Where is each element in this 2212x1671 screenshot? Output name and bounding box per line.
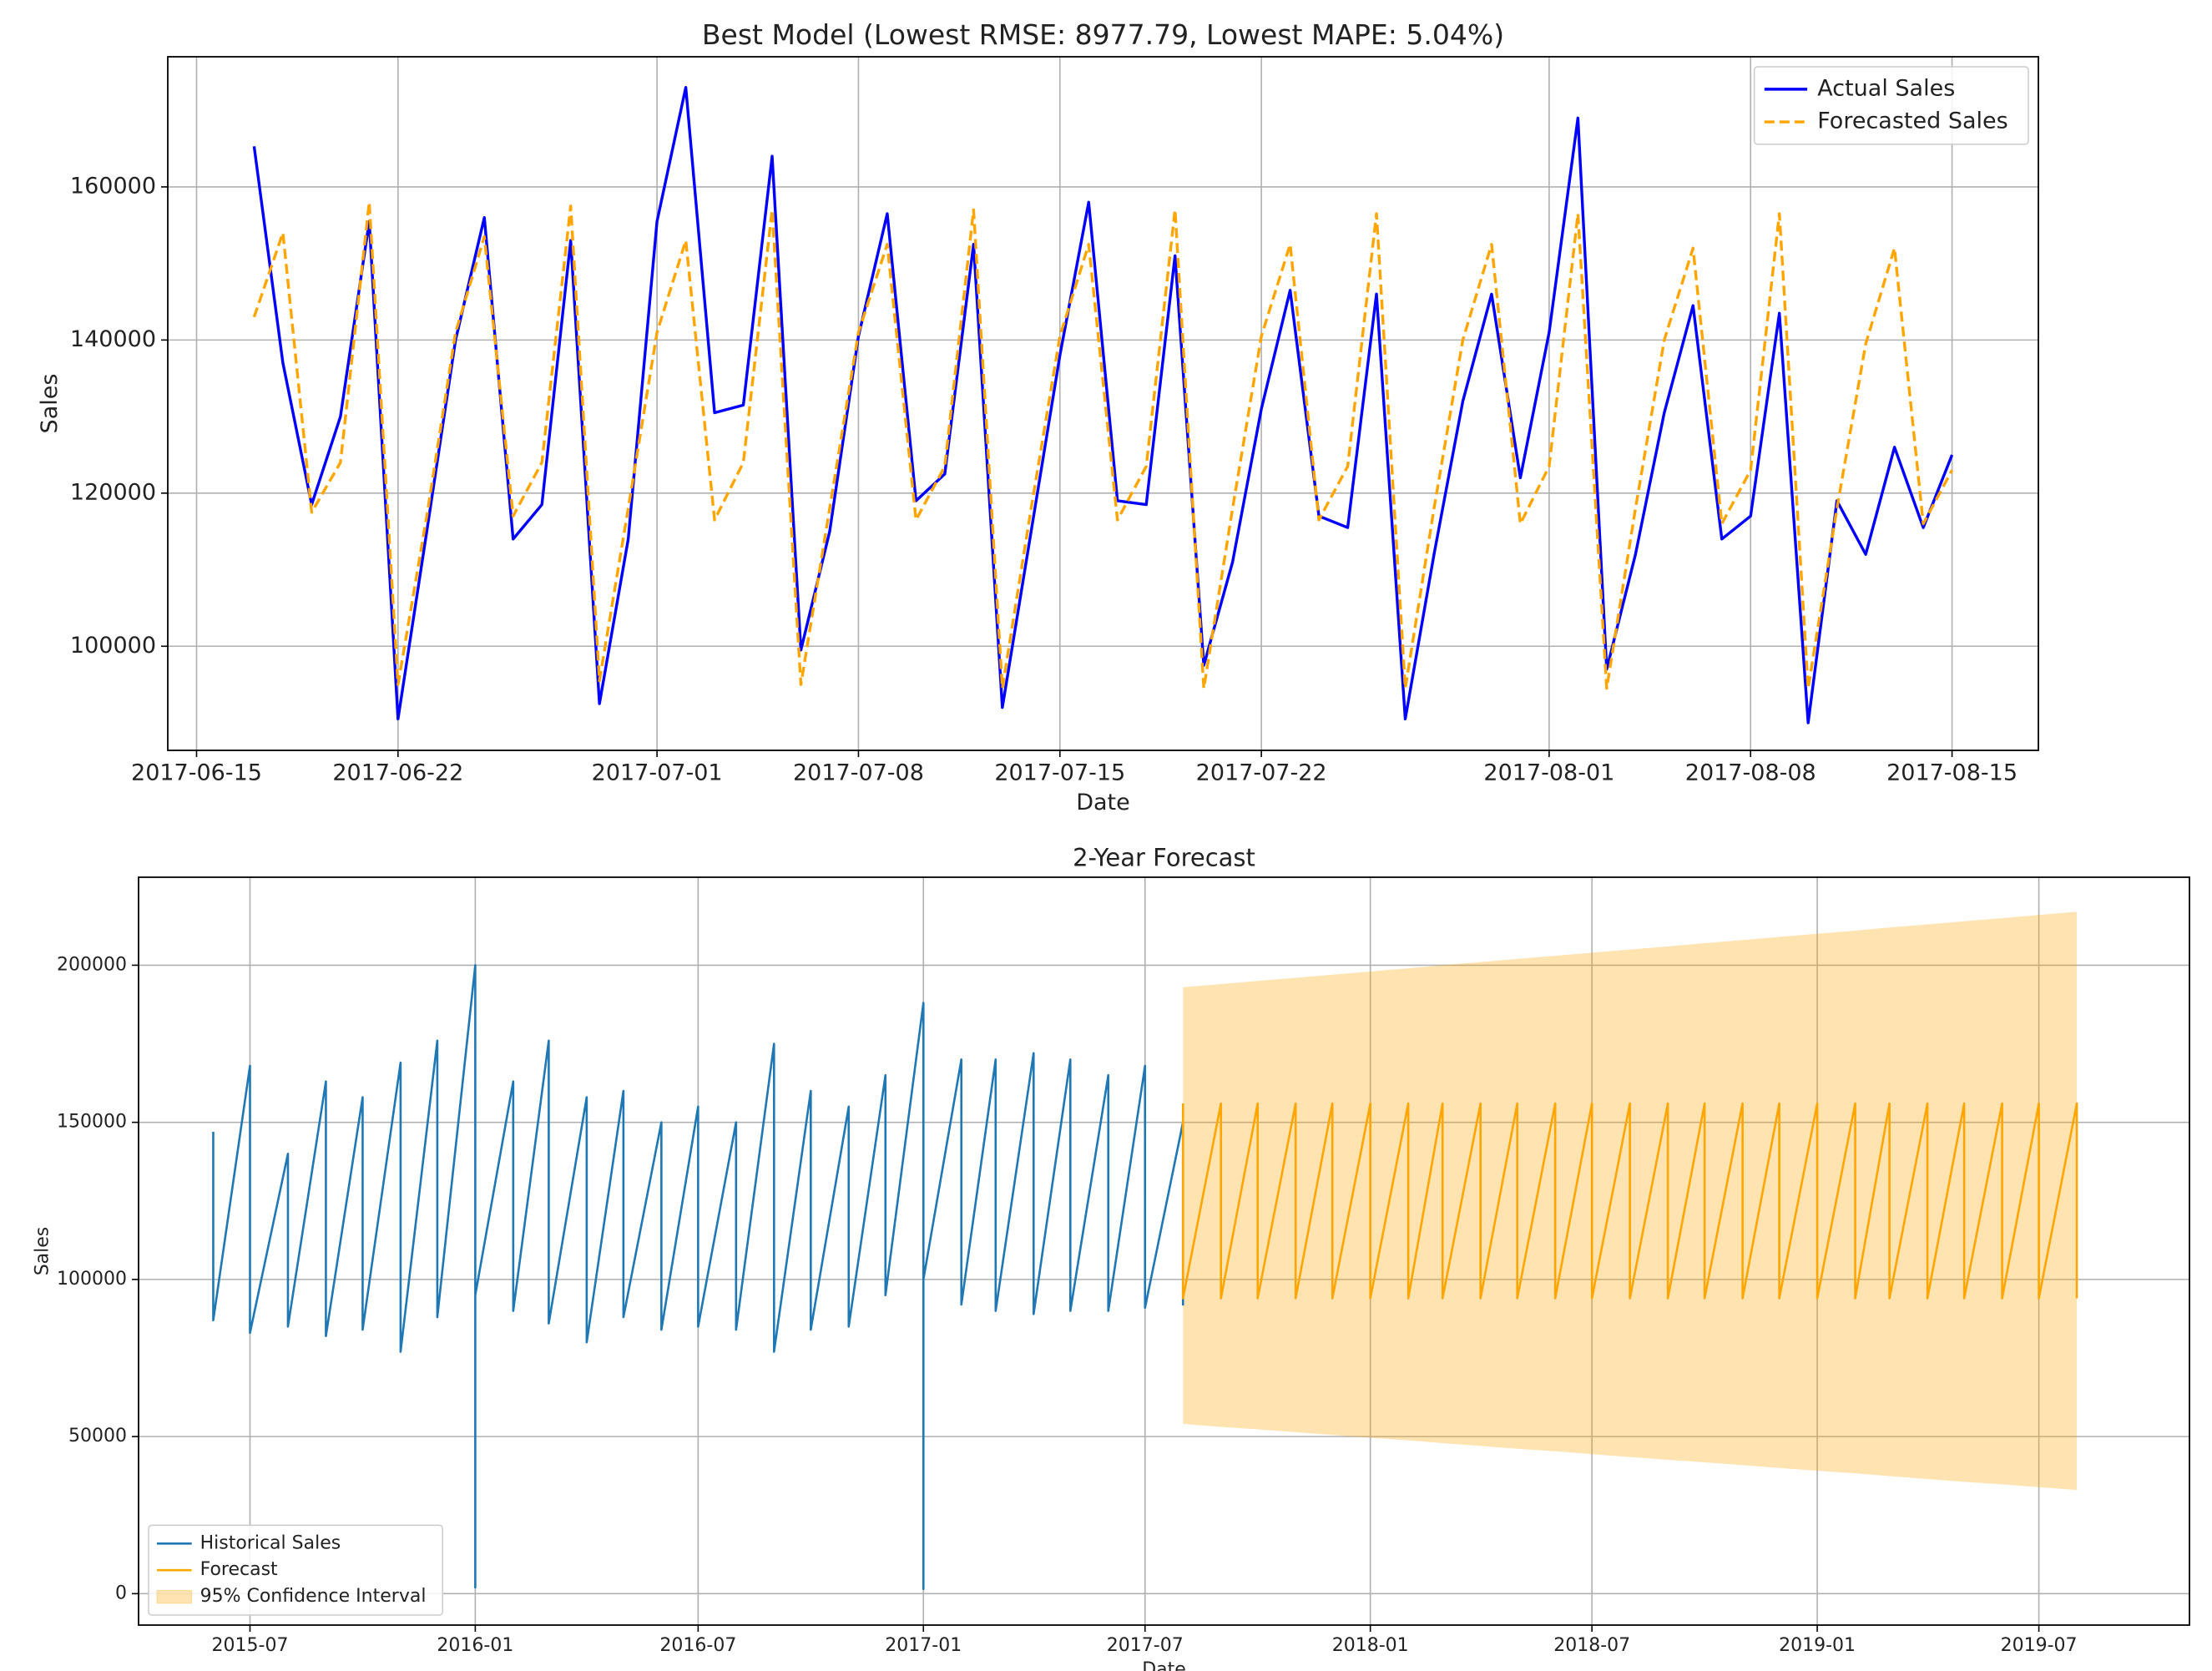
plot-area [252, 85, 1954, 724]
series-line [252, 85, 1954, 724]
legend-label: Forecast [200, 1559, 278, 1580]
legend-box [1753, 66, 2029, 145]
x-tick-label: 2017-08-01 [1483, 760, 1614, 786]
x-tick-label: 2017-08-15 [1886, 760, 2018, 786]
x-tick-label: 2015-07 [212, 1635, 289, 1656]
x-axis-label: Date [1142, 1659, 1186, 1671]
y-tick-label: 140000 [70, 326, 156, 352]
x-tick-label: 2016-01 [437, 1635, 513, 1656]
y-axis-label: Sales [33, 1227, 53, 1276]
x-tick-label: 2017-07-08 [793, 760, 924, 786]
series-line [1181, 1102, 2078, 1300]
x-tick-label: 2017-07-15 [994, 760, 1125, 786]
y-tick-label: 200000 [57, 954, 127, 975]
y-tick-label: 120000 [70, 479, 156, 505]
x-tick-label: 2018-07 [1553, 1635, 1630, 1656]
legend: Historical Sales Forecast 95% Confidence I… [148, 1524, 443, 1616]
x-tick-label: 2017-08-08 [1685, 760, 1816, 786]
chart-title: Best Model (Lowest RMSE: 8977.79, Lowest… [702, 18, 1504, 51]
legend-label: Forecasted Sales [1817, 109, 2007, 134]
axes-frame [138, 876, 2190, 1626]
legend: Actual Sales Forecasted Sales [1753, 66, 2029, 145]
x-tick-label: 2019-01 [1779, 1635, 1856, 1656]
legend-label: Actual Sales [1817, 75, 1955, 101]
x-tick-label: 2017-01 [885, 1635, 962, 1656]
legend-swatch [156, 1589, 193, 1604]
axes-frame [167, 56, 2039, 751]
axes: 2015-07 2016-01 2016-07 2017-01 2017-07 2018-… [33, 843, 2190, 1671]
y-tick-label: 160000 [70, 173, 156, 199]
x-tick-label: 2018-01 [1332, 1635, 1409, 1656]
x-tick-label: 2017-07-22 [1196, 760, 1327, 786]
x-tick-label: 2017-06-22 [332, 760, 463, 786]
legend-label: 95% Confidence Interval [200, 1586, 427, 1607]
x-tick-label: 2017-07-01 [592, 760, 723, 786]
y-tick-label: 50000 [68, 1426, 127, 1446]
x-tick-label: 2017-07 [1107, 1635, 1184, 1656]
chart-title: 2-Year Forecast [1073, 843, 1255, 871]
x-tick-label: 2016-07 [659, 1635, 736, 1656]
series-line [252, 200, 1954, 690]
y-tick-label: 150000 [57, 1112, 127, 1133]
y-axis-label: Sales [37, 374, 63, 434]
x-axis-label: Date [1076, 790, 1130, 815]
x-tick-label: 2019-07 [2001, 1635, 2078, 1656]
plot-area [212, 911, 2078, 1591]
axes: 2017-06-15 2017-06-22 2017-07-01 2017-07-08… [37, 18, 2039, 815]
x-tick-label: 2017-06-15 [131, 760, 262, 786]
y-tick-label: 100000 [57, 1269, 127, 1290]
legend-label: Historical Sales [200, 1532, 341, 1553]
y-tick-label: 0 [115, 1583, 127, 1603]
legend-box [148, 1524, 443, 1616]
series-line [212, 964, 1184, 1591]
y-tick-label: 100000 [70, 633, 156, 659]
